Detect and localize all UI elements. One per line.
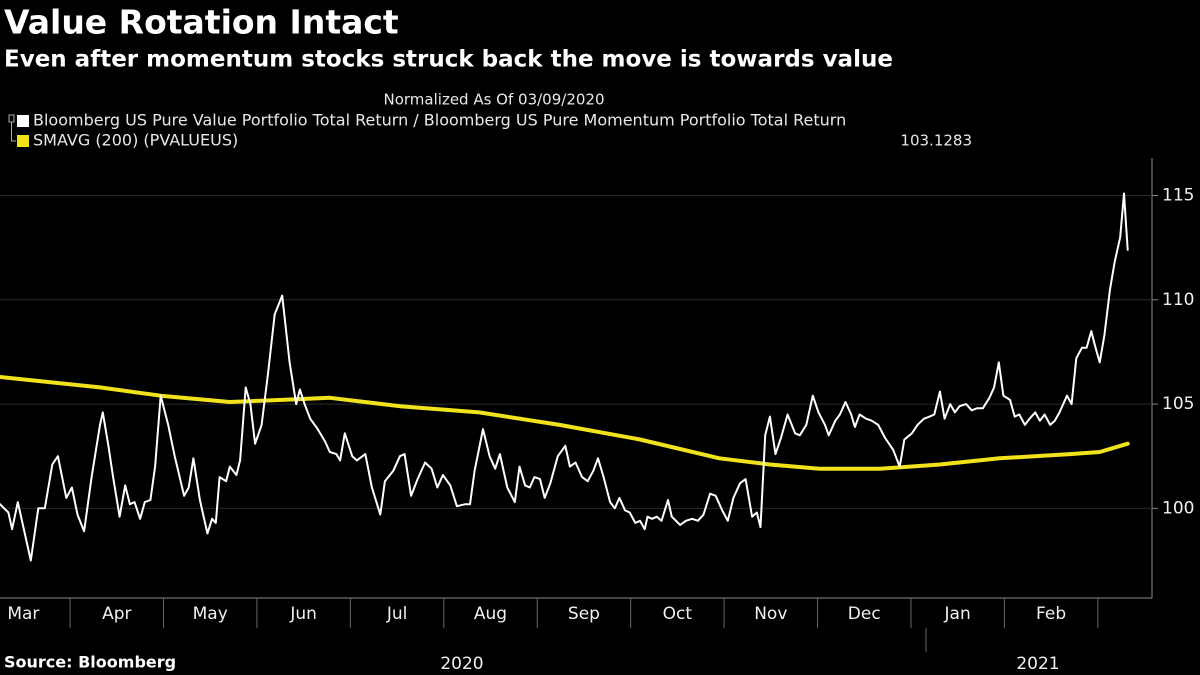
- x-tick-label: Sep: [568, 604, 600, 624]
- legend-label: SMAVG (200) (PVALUEUS): [33, 131, 238, 150]
- x-tick-label: Nov: [754, 604, 787, 624]
- series-line: [0, 375, 1130, 471]
- legend-swatch: [17, 135, 29, 147]
- y-tick-label: 100: [1162, 498, 1194, 518]
- x-tick-label: Aug: [474, 604, 507, 624]
- chart-subtitle: Even after momentum stocks struck back t…: [4, 47, 893, 73]
- y-tick-label: 115: [1162, 186, 1194, 206]
- chart-title: Value Rotation Intact: [4, 3, 399, 42]
- x-tick-label: Oct: [663, 604, 693, 624]
- x-tick-label: Apr: [102, 604, 131, 624]
- normalization-note: Normalized As Of 03/09/2020: [384, 91, 605, 109]
- y-tick-label: 110: [1162, 290, 1194, 310]
- x-tick-label: Dec: [848, 604, 881, 624]
- source: Source: Bloomberg: [4, 653, 176, 672]
- x-tick-label: Mar: [7, 604, 39, 624]
- year-label: 2020: [440, 654, 483, 674]
- legend-swatch: [17, 115, 29, 127]
- legend-tree-icon: [8, 114, 15, 123]
- last-value-label: 103.1283: [900, 132, 972, 150]
- x-tick-label: Jun: [289, 604, 317, 624]
- legend-label: Bloomberg US Pure Value Portfolio Total …: [33, 111, 846, 130]
- x-tick-label: Feb: [1036, 604, 1066, 624]
- legend-tree-line: [11, 122, 16, 142]
- x-tick-label: Jul: [386, 604, 408, 624]
- year-label: 2021: [1016, 654, 1059, 674]
- x-tick-label: Jan: [944, 604, 971, 624]
- series-line: [0, 192, 1129, 562]
- x-tick-label: May: [193, 604, 228, 624]
- y-tick-label: 105: [1162, 394, 1194, 414]
